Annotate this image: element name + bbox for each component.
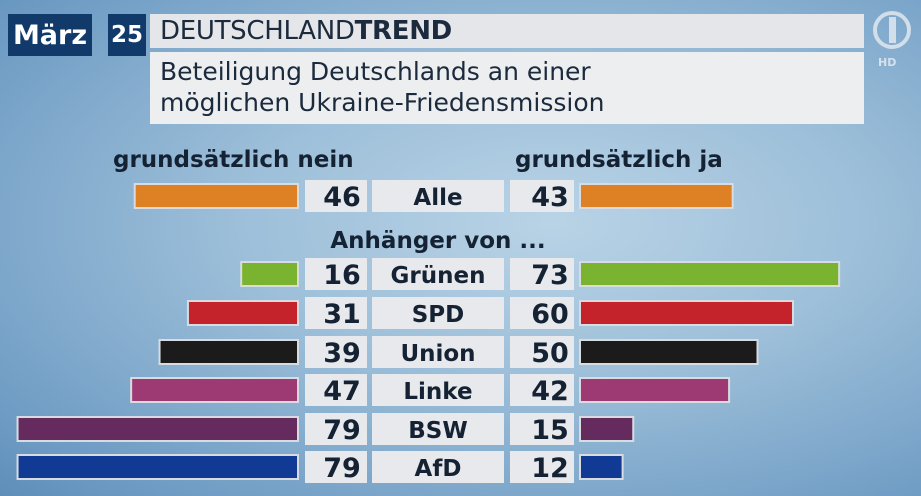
value-box-no-union [305, 336, 367, 368]
year-badge: 25 [108, 14, 146, 56]
value-no-linke: 47 [323, 376, 361, 407]
category-box-gr-nen [372, 258, 504, 290]
value-no-union: 39 [323, 338, 361, 369]
value-box-no-bsw [305, 413, 367, 445]
value-yes-spd: 60 [531, 299, 569, 330]
value-box-no-afd [305, 451, 367, 483]
bar-yes-afd [579, 454, 624, 480]
bar-yes-gr-nen [579, 261, 841, 287]
bar-no-gr-nen [240, 261, 299, 287]
bar-yes-linke [579, 377, 731, 403]
bar-yes-bsw [579, 416, 635, 442]
category-linke: Linke [403, 379, 472, 405]
bar-no-alle [133, 183, 299, 209]
value-box-yes-alle [510, 180, 574, 212]
category-box-afd [372, 451, 504, 483]
value-box-no-alle [305, 180, 367, 212]
category-box-union [372, 336, 504, 368]
bar-no-bsw [16, 416, 300, 442]
value-box-yes-spd [510, 297, 574, 329]
month-badge: März [8, 14, 92, 56]
category-gr-nen: Grünen [391, 263, 486, 289]
value-box-yes-afd [510, 451, 574, 483]
category-union: Union [400, 341, 475, 367]
title-line-2: möglichen Ukraine-Friedensmission [160, 88, 605, 117]
value-yes-afd: 12 [531, 453, 569, 484]
header-yes: grundsätzlich ja [515, 147, 723, 173]
value-no-bsw: 79 [323, 415, 361, 446]
value-no-afd: 79 [323, 453, 361, 484]
value-yes-bsw: 15 [531, 415, 569, 446]
value-box-no-spd [305, 297, 367, 329]
ard-logo-icon [873, 11, 911, 49]
category-afd: AfD [415, 456, 462, 482]
category-box-linke [372, 374, 504, 406]
hd-badge: HD [878, 56, 897, 69]
bar-yes-union [579, 339, 759, 365]
bar-no-spd [186, 300, 299, 326]
value-box-yes-bsw [510, 413, 574, 445]
value-box-no-gr-nen [305, 258, 367, 290]
value-box-yes-gr-nen [510, 258, 574, 290]
value-no-alle: 46 [323, 182, 361, 213]
value-yes-gr-nen: 73 [531, 260, 569, 291]
program-title: DEUTSCHLAND TREND [150, 14, 864, 48]
group-label: Anhänger von ... [330, 228, 545, 254]
category-box-bsw [372, 413, 504, 445]
category-box-spd [372, 297, 504, 329]
value-no-gr-nen: 16 [323, 260, 361, 291]
value-yes-alle: 43 [531, 182, 569, 213]
value-no-spd: 31 [323, 299, 361, 330]
brand-regular: DEUTSCHLAND [160, 16, 355, 46]
bar-yes-spd [579, 300, 794, 326]
brand-bold: TREND [354, 16, 453, 46]
value-yes-linke: 42 [531, 376, 569, 407]
value-box-no-linke [305, 374, 367, 406]
bar-no-afd [16, 454, 300, 480]
chart-title: Beteiligung Deutschlands an einer möglic… [150, 52, 864, 124]
value-box-yes-union [510, 336, 574, 368]
category-box-alle [372, 180, 504, 212]
value-box-yes-linke [510, 374, 574, 406]
bar-no-union [158, 339, 299, 365]
bar-yes-alle [579, 183, 734, 209]
bar-no-linke [130, 377, 299, 403]
category-alle: Alle [413, 185, 462, 211]
title-line-1: Beteiligung Deutschlands an einer [160, 57, 591, 86]
header-no: grundsätzlich nein [113, 147, 354, 173]
category-spd: SPD [412, 302, 465, 328]
value-yes-union: 50 [531, 338, 569, 369]
category-bsw: BSW [408, 418, 467, 444]
